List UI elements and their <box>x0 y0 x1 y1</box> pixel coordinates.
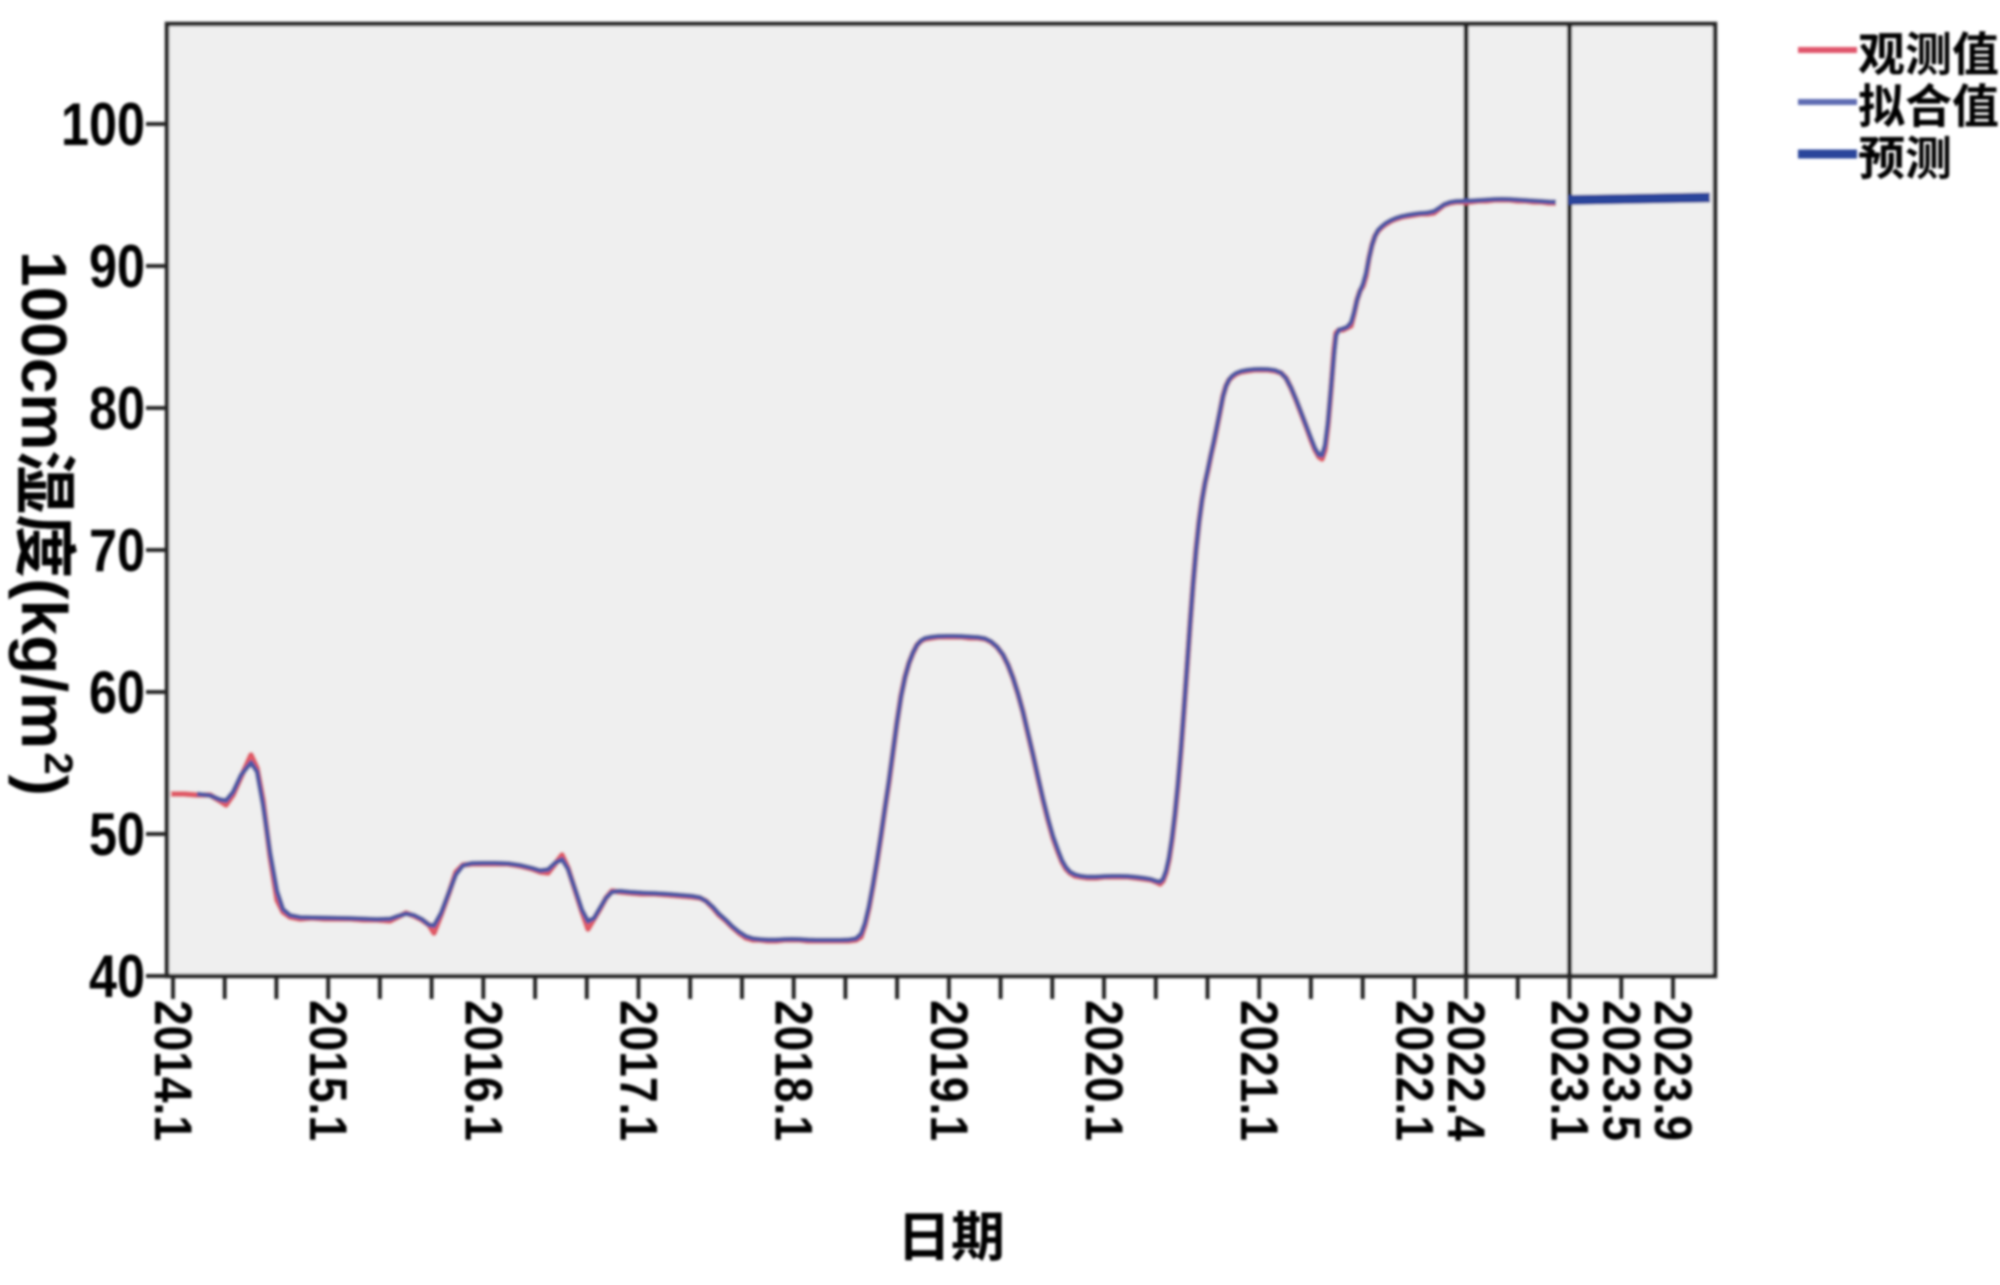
svg-text:2014.1: 2014.1 <box>143 1000 202 1141</box>
svg-text:2016.1: 2016.1 <box>453 1000 512 1141</box>
svg-text:2023.1: 2023.1 <box>1540 1000 1599 1141</box>
svg-text:): ) <box>8 775 80 796</box>
svg-text:2: 2 <box>36 752 80 774</box>
svg-text:2018.1: 2018.1 <box>764 1000 823 1141</box>
svg-text:80: 80 <box>89 375 145 442</box>
svg-text:2023.5: 2023.5 <box>1591 1000 1650 1141</box>
svg-text:2019.1: 2019.1 <box>919 1000 978 1141</box>
svg-text:50: 50 <box>89 801 145 868</box>
svg-text:(kg/m: (kg/m <box>8 578 80 749</box>
svg-text:100: 100 <box>61 91 145 158</box>
svg-text:2022.4: 2022.4 <box>1436 1000 1495 1141</box>
svg-text:2023.9: 2023.9 <box>1643 1000 1702 1141</box>
svg-text:70: 70 <box>89 517 145 584</box>
svg-text:2022.1: 2022.1 <box>1384 1000 1443 1141</box>
svg-text:2015.1: 2015.1 <box>298 1000 357 1141</box>
svg-text:60: 60 <box>89 659 145 726</box>
svg-text:2021.1: 2021.1 <box>1229 1000 1288 1141</box>
svg-text:2020.1: 2020.1 <box>1074 1000 1133 1141</box>
svg-text:2017.1: 2017.1 <box>609 1000 668 1141</box>
svg-text:40: 40 <box>89 943 145 1010</box>
svg-text:90: 90 <box>89 233 145 300</box>
svg-text:100cm: 100cm <box>8 251 80 450</box>
